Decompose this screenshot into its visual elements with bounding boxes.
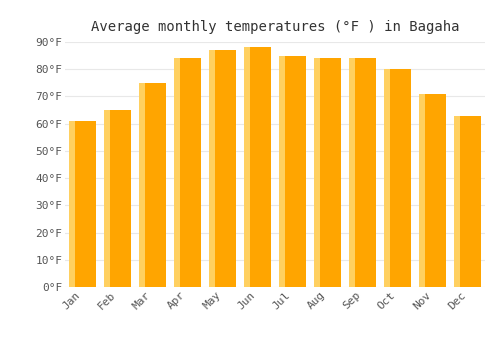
Bar [140, 83, 166, 287]
Bar [454, 116, 480, 287]
Bar [350, 58, 355, 287]
Bar [140, 83, 145, 287]
Bar [244, 48, 250, 287]
Bar [244, 48, 270, 287]
Title: Average monthly temperatures (°F ) in Bagaha: Average monthly temperatures (°F ) in Ba… [91, 20, 459, 34]
Bar [350, 58, 376, 287]
Bar [210, 50, 215, 287]
Bar [314, 58, 340, 287]
Bar [314, 58, 320, 287]
Bar [384, 69, 410, 287]
Bar [280, 56, 285, 287]
Bar [70, 121, 75, 287]
Bar [280, 56, 305, 287]
Bar [384, 69, 390, 287]
Bar [174, 58, 180, 287]
Bar [420, 94, 425, 287]
Bar [104, 110, 110, 287]
Bar [454, 116, 460, 287]
Bar [174, 58, 201, 287]
Bar [104, 110, 130, 287]
Bar [210, 50, 236, 287]
Bar [420, 94, 446, 287]
Bar [70, 121, 96, 287]
